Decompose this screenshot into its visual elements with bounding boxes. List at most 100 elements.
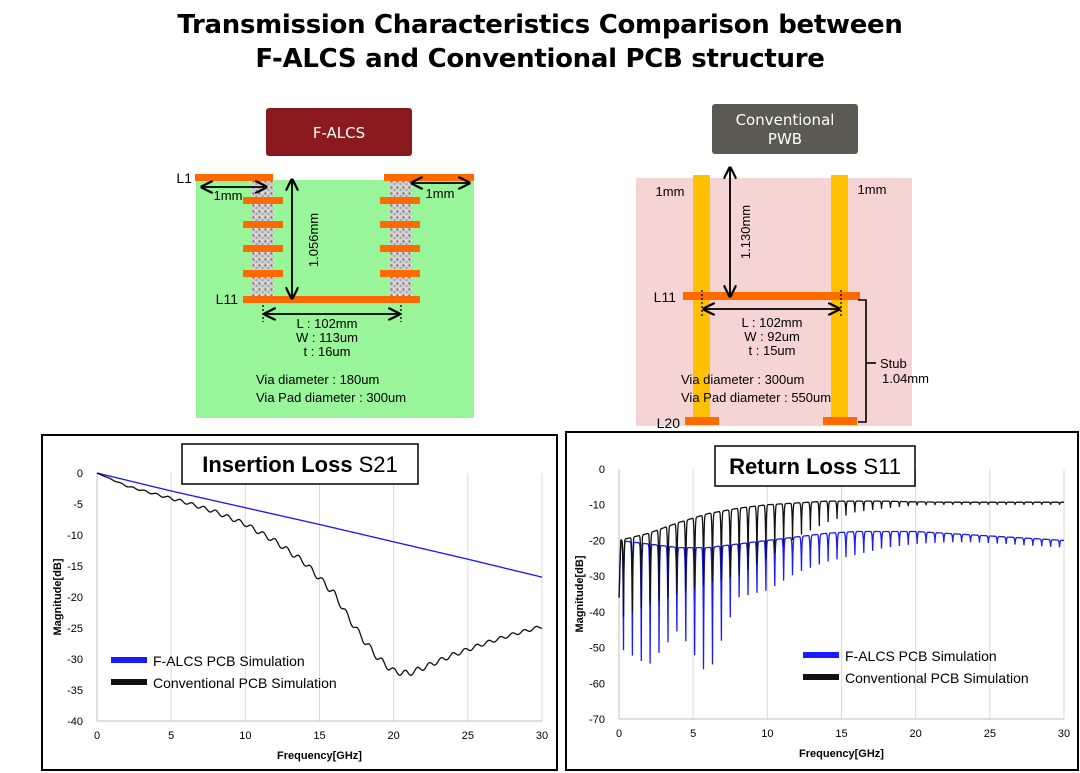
falcs-length: L : 102mm: [297, 316, 358, 331]
chart-title: Return Loss S11: [729, 454, 901, 479]
falcs-badge-label: F-ALCS: [313, 124, 365, 142]
series-line-0: [618, 530, 1064, 670]
y-tick-label: 0: [77, 468, 83, 480]
y-tick-label: -5: [73, 499, 83, 511]
conv-via-diameter: Via diameter : 300um: [681, 372, 804, 387]
series-line-0: [96, 472, 543, 578]
title-line-2: F-ALCS and Conventional PCB structure: [255, 44, 825, 74]
page-title: Transmission Characteristics Comparison …: [0, 8, 1080, 76]
falcs-left-gap: 1mm: [214, 188, 243, 203]
conv-width: W : 92um: [744, 329, 800, 344]
chart-title-param: S11: [863, 454, 901, 479]
falcs-via-pad-diameter: Via Pad diameter : 300um: [256, 390, 406, 405]
conv-length: L : 102mm: [742, 315, 803, 330]
conv-layer-l20: L20: [657, 415, 681, 431]
y-tick-label: -35: [67, 685, 83, 697]
x-tick-label: 15: [313, 730, 325, 742]
chart-title-box: [181, 443, 419, 485]
x-axis-label: Frequency[GHz]: [799, 748, 884, 760]
y-axis-label: Magnitude[dB]: [574, 555, 586, 632]
x-tick-label: 25: [984, 728, 996, 740]
legend-swatch-1: [111, 679, 147, 685]
falcs-l11-trace: [243, 296, 420, 303]
falcs-height: 1.056mm: [306, 213, 321, 267]
conv-right-gap: 1mm: [858, 182, 887, 197]
y-tick-label: -70: [589, 714, 605, 726]
series-line-1: [96, 472, 543, 676]
series-line-1: [618, 500, 1064, 617]
conv-thickness: t : 15um: [749, 343, 796, 358]
y-axis-label: Magnitude[dB]: [52, 558, 64, 635]
y-tick-label: -20: [67, 592, 83, 604]
legend-label-0: F-ALCS PCB Simulation: [845, 648, 997, 664]
conv-stub-label: Stub: [880, 356, 907, 371]
x-tick-label: 25: [462, 730, 474, 742]
y-tick-label: -50: [589, 643, 605, 655]
chart-title-param: S21: [359, 452, 398, 477]
y-tick-label: -20: [589, 535, 605, 547]
x-tick-label: 30: [536, 730, 548, 742]
falcs-via-left: [252, 180, 274, 298]
falcs-badge: [266, 108, 412, 156]
legend-label-1: Conventional PCB Simulation: [845, 670, 1029, 686]
chart-title-main: Return Loss: [729, 454, 857, 479]
falcs-layer-l11: L11: [216, 291, 239, 307]
conv-stub-value: 1.04mm: [882, 371, 929, 386]
conv-diagram: Conventional PWB L11 L20 1mm 1mm 1.130mm…: [636, 104, 929, 431]
x-tick-label: 0: [94, 730, 100, 742]
falcs-l1-pad-right: [384, 174, 474, 181]
y-tick-label: -15: [67, 561, 83, 573]
x-tick-label: 20: [388, 730, 400, 742]
x-tick-label: 20: [910, 728, 922, 740]
falcs-diagram: F-ALCS L1 L11 1mm 1mm: [176, 108, 474, 418]
conv-via-pad-diameter: Via Pad diameter : 550um: [681, 390, 831, 405]
conv-badge-line1: Conventional: [736, 111, 835, 129]
y-tick-label: -25: [67, 623, 83, 635]
falcs-l1-pad-left: [195, 174, 273, 181]
conv-badge: [712, 104, 858, 154]
chart-title: Insertion Loss S21: [202, 452, 398, 477]
conv-badge-line2: PWB: [768, 130, 802, 148]
conv-l20-pad-left: [685, 417, 719, 425]
y-tick-label: -30: [589, 571, 605, 583]
y-tick-label: -40: [589, 607, 605, 619]
falcs-layer-l1: L1: [176, 170, 192, 186]
legend-swatch-0: [803, 652, 839, 658]
x-tick-label: 10: [761, 728, 773, 740]
y-tick-label: -30: [67, 654, 83, 666]
conv-left-gap: 1mm: [656, 184, 685, 199]
falcs-via-diameter: Via diameter : 180um: [256, 372, 379, 387]
conv-l20-pad-right: [823, 417, 857, 425]
falcs-thickness: t : 16um: [304, 344, 351, 359]
falcs-right-gap: 1mm: [426, 186, 455, 201]
legend-swatch-1: [803, 674, 839, 680]
x-tick-label: 5: [168, 730, 174, 742]
conv-height: 1.130mm: [738, 205, 753, 259]
conv-stub-bracket: [858, 299, 867, 423]
y-tick-label: 0: [599, 464, 605, 476]
x-tick-label: 30: [1058, 728, 1070, 740]
falcs-inner-pads: [243, 197, 420, 277]
insertion-loss-panel: [41, 434, 558, 771]
x-tick-label: 10: [239, 730, 251, 742]
falcs-via-right: [390, 180, 412, 298]
conv-l11-trace: [683, 292, 860, 300]
x-tick-label: 0: [616, 728, 622, 740]
legend-label-0: F-ALCS PCB Simulation: [153, 653, 305, 669]
x-tick-label: 15: [835, 728, 847, 740]
x-axis-label: Frequency[GHz]: [277, 750, 362, 762]
chart-title-box: [714, 445, 916, 487]
falcs-width: W : 113um: [296, 330, 358, 345]
y-tick-label: -60: [589, 678, 605, 690]
y-tick-label: -40: [67, 716, 83, 728]
x-tick-label: 5: [690, 728, 696, 740]
legend-label-1: Conventional PCB Simulation: [153, 675, 337, 691]
title-line-1: Transmission Characteristics Comparison …: [177, 10, 903, 40]
y-tick-label: -10: [589, 500, 605, 512]
y-tick-label: -10: [67, 530, 83, 542]
chart-title-main: Insertion Loss: [202, 452, 352, 477]
legend-swatch-0: [111, 657, 147, 663]
